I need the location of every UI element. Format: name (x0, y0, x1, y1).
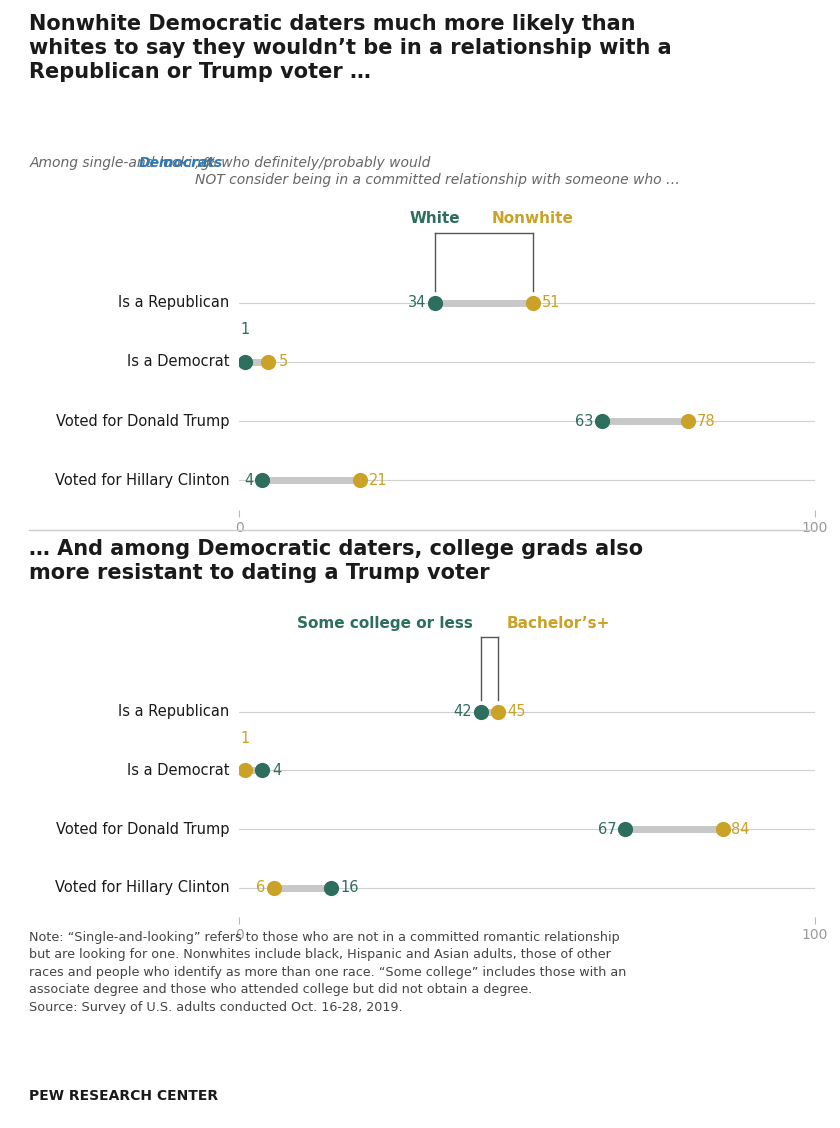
Point (491, 703, 505, 721)
Text: 4: 4 (273, 763, 282, 778)
Text: Is a Democrat: Is a Democrat (127, 763, 229, 778)
Point (239, 353, 252, 371)
Text: 42: 42 (454, 704, 472, 720)
Point (267, 879, 281, 897)
Point (255, 472, 269, 490)
Text: … And among Democratic daters, college grads also
more resistant to dating a Tru: … And among Democratic daters, college g… (29, 539, 643, 583)
Text: 34: 34 (408, 296, 427, 310)
Point (325, 879, 339, 897)
Text: Nonwhite Democratic daters much more likely than
whites to say they wouldn’t be : Nonwhite Democratic daters much more lik… (29, 14, 672, 81)
Text: Democrats: Democrats (139, 156, 223, 169)
Text: 4: 4 (244, 473, 254, 487)
Point (255, 761, 269, 779)
Point (239, 761, 252, 779)
Text: 16: 16 (340, 880, 359, 896)
Text: Voted for Hillary Clinton: Voted for Hillary Clinton (55, 473, 229, 487)
Text: Voted for Donald Trump: Voted for Donald Trump (55, 821, 229, 837)
Text: White: White (410, 211, 460, 226)
Text: Is a Democrat: Is a Democrat (127, 354, 229, 369)
Text: Is a Republican: Is a Republican (118, 704, 229, 720)
Point (596, 412, 609, 430)
Text: PEW RESEARCH CENTER: PEW RESEARCH CENTER (29, 1090, 218, 1103)
Text: 51: 51 (542, 296, 560, 310)
Text: 5: 5 (279, 354, 288, 369)
Text: Voted for Donald Trump: Voted for Donald Trump (55, 414, 229, 429)
Point (261, 353, 275, 371)
Text: Nonwhite: Nonwhite (492, 211, 574, 226)
Text: 6: 6 (256, 880, 265, 896)
Text: Bachelor’s+: Bachelor’s+ (507, 616, 610, 631)
Point (354, 472, 367, 490)
Text: Note: “Single-and-looking” refers to those who are not in a committed romantic r: Note: “Single-and-looking” refers to tho… (29, 931, 627, 1014)
Text: Some college or less: Some college or less (297, 616, 473, 631)
Point (716, 820, 729, 838)
Point (428, 293, 442, 311)
Text: Voted for Hillary Clinton: Voted for Hillary Clinton (55, 880, 229, 896)
Text: 78: 78 (697, 414, 716, 429)
Text: Is a Republican: Is a Republican (118, 296, 229, 310)
Text: 67: 67 (598, 821, 617, 837)
Point (475, 703, 488, 721)
Point (681, 412, 695, 430)
Text: 1: 1 (240, 321, 249, 337)
Text: 21: 21 (369, 473, 387, 487)
Point (526, 293, 539, 311)
Point (618, 820, 632, 838)
Text: 1: 1 (240, 731, 249, 746)
Text: , % who definitely/probably would
NOT consider being in a committed relationship: , % who definitely/probably would NOT co… (195, 156, 680, 187)
Text: 63: 63 (575, 414, 593, 429)
Text: 45: 45 (507, 704, 526, 720)
Text: Among single-and-looking: Among single-and-looking (29, 156, 214, 169)
Text: 84: 84 (732, 821, 750, 837)
